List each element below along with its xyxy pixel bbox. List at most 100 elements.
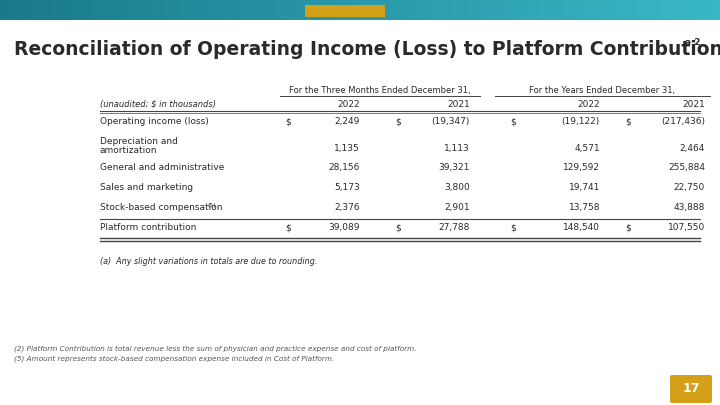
Bar — [194, 0, 202, 20]
Bar — [598, 0, 606, 20]
Bar — [490, 0, 498, 20]
Bar — [259, 0, 267, 20]
Bar — [338, 0, 346, 20]
Text: Stock-based compensation: Stock-based compensation — [100, 203, 222, 212]
Text: 2,249: 2,249 — [335, 117, 360, 126]
Text: 43,888: 43,888 — [674, 203, 705, 212]
Text: 148,540: 148,540 — [563, 223, 600, 232]
Bar — [108, 0, 116, 20]
Bar — [389, 0, 397, 20]
Text: 28,156: 28,156 — [328, 163, 360, 172]
Bar — [670, 0, 678, 20]
Text: 19,741: 19,741 — [569, 183, 600, 192]
Bar — [79, 0, 87, 20]
Bar — [180, 0, 188, 20]
Text: $: $ — [395, 223, 401, 232]
Text: 2021: 2021 — [447, 100, 470, 109]
Text: $: $ — [285, 223, 291, 232]
Bar — [504, 0, 512, 20]
Text: $: $ — [285, 117, 291, 126]
Text: 2022: 2022 — [338, 100, 360, 109]
Text: (unaudited; $ in thousands): (unaudited; $ in thousands) — [100, 100, 216, 109]
Bar — [245, 0, 253, 20]
Bar — [691, 0, 699, 20]
Bar — [72, 0, 80, 20]
Bar — [238, 0, 246, 20]
Bar — [634, 0, 642, 20]
Bar — [43, 0, 51, 20]
Bar — [302, 0, 310, 20]
Bar — [216, 0, 224, 20]
Bar — [252, 0, 260, 20]
Bar — [396, 0, 404, 20]
Bar — [554, 0, 562, 20]
Bar — [122, 0, 130, 20]
Bar — [418, 0, 426, 20]
Bar — [569, 0, 577, 20]
Bar — [223, 0, 231, 20]
Bar — [547, 0, 555, 20]
Bar — [22, 0, 30, 20]
Bar — [360, 0, 368, 20]
Text: 22,750: 22,750 — [674, 183, 705, 192]
Bar — [454, 0, 462, 20]
Text: For the Years Ended December 31,: For the Years Ended December 31, — [529, 86, 675, 95]
Bar — [305, 5, 385, 17]
Bar — [101, 0, 109, 20]
Text: $: $ — [510, 117, 516, 126]
Bar — [382, 0, 390, 20]
Bar — [58, 0, 66, 20]
Bar — [158, 0, 166, 20]
Text: (19,122): (19,122) — [562, 117, 600, 126]
Text: $: $ — [625, 117, 631, 126]
Bar — [187, 0, 195, 20]
Bar — [641, 0, 649, 20]
Text: 1,135: 1,135 — [334, 144, 360, 153]
Bar — [583, 0, 591, 20]
Bar — [295, 0, 303, 20]
Text: 2,376: 2,376 — [334, 203, 360, 212]
Bar — [353, 0, 361, 20]
Bar — [137, 0, 145, 20]
Text: 1,113: 1,113 — [444, 144, 470, 153]
Text: (217,436): (217,436) — [661, 117, 705, 126]
Text: 2022: 2022 — [577, 100, 600, 109]
Bar — [410, 0, 418, 20]
Bar — [202, 0, 210, 20]
Bar — [461, 0, 469, 20]
Bar — [425, 0, 433, 20]
Bar — [576, 0, 584, 20]
Text: (19,347): (19,347) — [431, 117, 470, 126]
Text: (2) Platform Contribution is total revenue less the sum of physician and practic: (2) Platform Contribution is total reven… — [14, 345, 416, 352]
Bar — [403, 0, 411, 20]
Bar — [706, 0, 714, 20]
Bar — [230, 0, 238, 20]
Bar — [684, 0, 692, 20]
Bar — [130, 0, 138, 20]
Bar — [310, 0, 318, 20]
Bar — [173, 0, 181, 20]
Text: 13,758: 13,758 — [569, 203, 600, 212]
Bar — [115, 0, 123, 20]
Text: Depreciation and: Depreciation and — [100, 137, 178, 146]
Text: 107,550: 107,550 — [667, 223, 705, 232]
Text: 39,321: 39,321 — [438, 163, 470, 172]
Bar — [648, 0, 656, 20]
Text: $: $ — [625, 223, 631, 232]
Text: 39,089: 39,089 — [328, 223, 360, 232]
Bar — [590, 0, 598, 20]
Bar — [432, 0, 440, 20]
Text: Sales and marketing: Sales and marketing — [100, 183, 193, 192]
Bar — [346, 0, 354, 20]
Text: amortization: amortization — [100, 146, 158, 155]
Bar — [94, 0, 102, 20]
Text: 5,173: 5,173 — [334, 183, 360, 192]
Bar — [497, 0, 505, 20]
Bar — [446, 0, 454, 20]
Text: 2,464: 2,464 — [680, 144, 705, 153]
Text: 2,901: 2,901 — [444, 203, 470, 212]
Bar — [166, 0, 174, 20]
Bar — [281, 0, 289, 20]
Bar — [662, 0, 670, 20]
Text: Platform contribution: Platform contribution — [100, 223, 197, 232]
